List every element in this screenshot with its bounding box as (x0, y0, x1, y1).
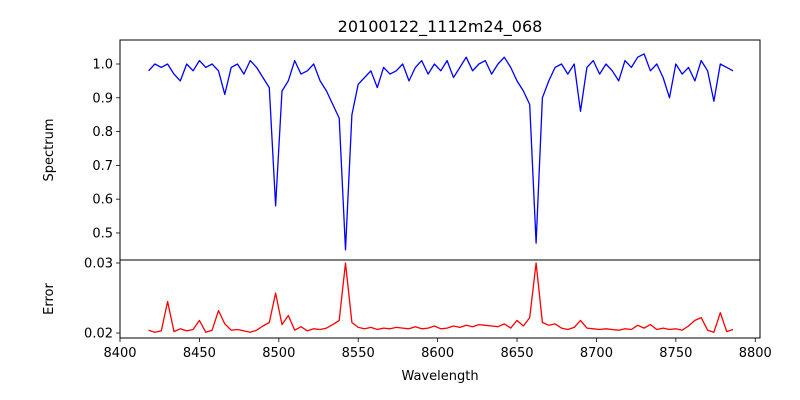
spectrum-y-tick-label: 1.0 (92, 57, 113, 72)
x-tick-label: 8650 (500, 346, 533, 361)
spectrum-y-tick-label: 0.5 (92, 226, 113, 241)
x-tick-label: 8450 (183, 346, 216, 361)
spectrum-series-line (148, 53, 734, 251)
x-axis-label: Wavelength (401, 369, 478, 384)
spectrum-y-tick-label: 0.7 (92, 159, 113, 174)
x-tick-label: 8750 (659, 346, 692, 361)
x-tick-label: 8400 (103, 346, 136, 361)
x-tick-label: 8600 (421, 346, 454, 361)
x-tick-label: 8800 (739, 346, 772, 361)
chart-title: 20100122_1112m24_068 (338, 17, 543, 37)
error-series-line (148, 262, 734, 333)
spectrum-y-tick-label: 0.9 (92, 91, 113, 106)
x-tick-label: 8500 (262, 346, 295, 361)
error-axes-frame (119, 259, 761, 339)
spectrum-y-axis-label: Spectrum (42, 119, 57, 182)
spectrum-axes-frame (119, 39, 761, 261)
spectrum-y-tick-label: 0.6 (92, 193, 113, 208)
x-tick-label: 8550 (342, 346, 375, 361)
x-tick-label: 8700 (580, 346, 613, 361)
spectrum-y-tick-label: 0.8 (92, 125, 113, 140)
error-y-tick-label: 0.03 (84, 257, 113, 272)
error-y-axis-label: Error (42, 283, 57, 315)
error-y-tick-label: 0.02 (84, 327, 113, 342)
